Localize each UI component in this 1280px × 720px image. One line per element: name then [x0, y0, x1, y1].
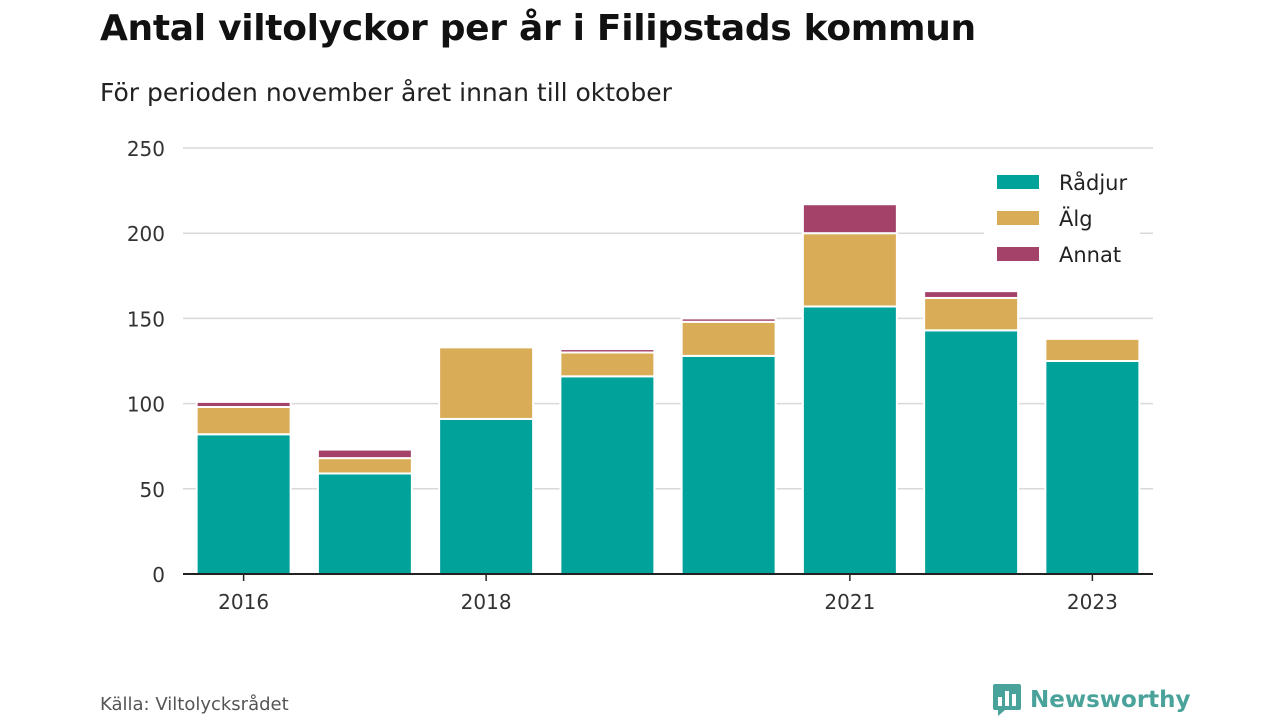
- y-tick-label: 50: [140, 478, 165, 502]
- bar-segment: [801, 232, 898, 308]
- bar-segment: [316, 472, 413, 575]
- chart-title: Antal viltolyckor per år i Filipstads ko…: [100, 8, 976, 49]
- y-axis-ticks: 0 50 100 150 200 250: [127, 137, 165, 587]
- bar-segment: [801, 203, 898, 235]
- bar-segment: [923, 329, 1020, 575]
- legend-label: Annat: [1059, 243, 1121, 267]
- bar-segment: [559, 348, 656, 354]
- bar-segment: [1044, 360, 1141, 575]
- x-tick-label: 2021: [824, 590, 875, 614]
- y-tick-label: 150: [127, 307, 165, 331]
- brand-logo: Newsworthy: [992, 683, 1191, 717]
- bar-segment: [438, 346, 535, 420]
- legend-label: Rådjur: [1059, 170, 1127, 195]
- chart-subtitle: För perioden november året innan till ok…: [100, 78, 672, 107]
- bar-segment: [923, 290, 1020, 299]
- bar-segment: [1044, 337, 1141, 362]
- y-tick-label: 200: [127, 222, 165, 246]
- bar-segment: [559, 351, 656, 378]
- legend-swatch: [997, 247, 1039, 261]
- x-tick-label: 2018: [461, 590, 512, 614]
- brand-name: Newsworthy: [1030, 687, 1191, 713]
- legend-swatch: [997, 175, 1039, 189]
- y-tick-label: 250: [127, 137, 165, 161]
- bar-segment: [195, 400, 292, 409]
- bar-segment: [316, 457, 413, 475]
- bar-segment: [316, 448, 413, 460]
- bar-segment: [680, 317, 777, 323]
- bars: [195, 203, 1141, 575]
- legend-label: Älg: [1059, 206, 1093, 231]
- source-note: Källa: Viltolycksrådet: [100, 694, 289, 715]
- bar-segment: [680, 320, 777, 357]
- y-tick-label: 0: [152, 563, 165, 587]
- bar-segment: [559, 375, 656, 575]
- y-tick-label: 100: [127, 393, 165, 417]
- bar-segment: [801, 305, 898, 575]
- x-tick-label: 2016: [218, 590, 269, 614]
- bar-segment: [195, 433, 292, 575]
- bar-chart-speech-bubble-icon: [993, 684, 1021, 716]
- legend: Rådjur Älg Annat: [984, 163, 1140, 271]
- bar-segment: [680, 354, 777, 575]
- bar-segment: [438, 417, 535, 575]
- x-tick-label: 2023: [1067, 590, 1118, 614]
- bar-segment: [923, 296, 1020, 332]
- x-axis-ticks: 2016 2018 2021 2023: [218, 574, 1118, 614]
- bar-segment: [195, 406, 292, 436]
- legend-swatch: [997, 211, 1039, 225]
